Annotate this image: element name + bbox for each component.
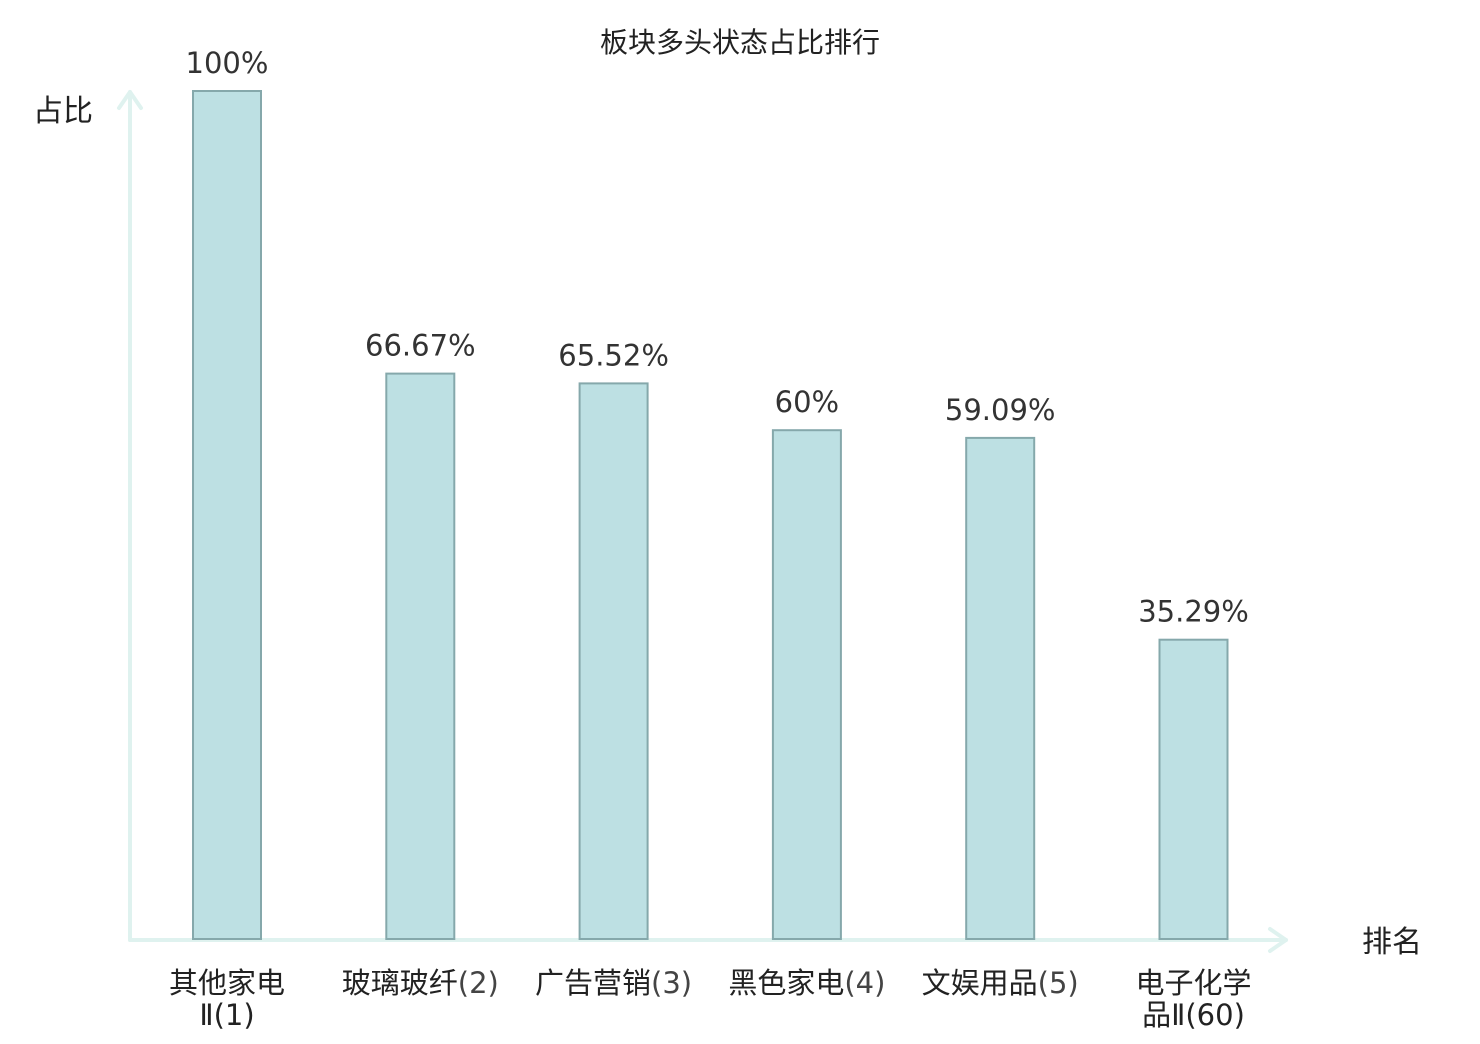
y-axis-label: 占比 <box>33 94 93 129</box>
value-labels-group: 100% 66.67% 65.52% 60% 59.09% 35.29% <box>186 46 1249 629</box>
bar-value-label-1: 100% <box>186 46 269 80</box>
bar-2 <box>385 372 456 941</box>
bar-value-label-2: 66.67% <box>365 329 476 363</box>
axes <box>117 90 1288 953</box>
bar-4 <box>771 429 842 940</box>
bar-value-label-6: 35.29% <box>1138 595 1249 629</box>
chart-title: 板块多头状态占比排行 <box>600 26 880 59</box>
category-label-1: 其他家电 Ⅱ(1) <box>169 966 285 1032</box>
category-labels-group: 其他家电 Ⅱ(1) 玻璃玻纤(2) 广告营销(3) 黑色家电(4) 文娱用品(5) 电子化学… <box>169 966 1252 1032</box>
y-axis-arrow <box>117 90 143 110</box>
category-label-2: 玻璃玻纤(2) <box>342 966 499 1000</box>
category-label-3: 广告营销(3) <box>535 966 692 1000</box>
category-label-6: 电子化学品Ⅱ(60) <box>1135 966 1251 1032</box>
bar-6 <box>1158 638 1229 940</box>
x-axis-arrow <box>1268 927 1288 953</box>
x-axis-label: 排名 <box>1362 925 1422 960</box>
bar-value-label-5: 59.09% <box>945 393 1056 427</box>
bar-1 <box>192 90 262 940</box>
bar-5 <box>965 436 1036 940</box>
category-label-4: 黑色家电(4) <box>728 966 885 1000</box>
bars-group <box>192 90 1229 941</box>
bar-value-label-4: 60% <box>775 385 839 419</box>
category-label-5: 文娱用品(5) <box>922 966 1079 1000</box>
bar-value-label-3: 65.52% <box>558 338 669 372</box>
bar-3 <box>578 382 649 940</box>
